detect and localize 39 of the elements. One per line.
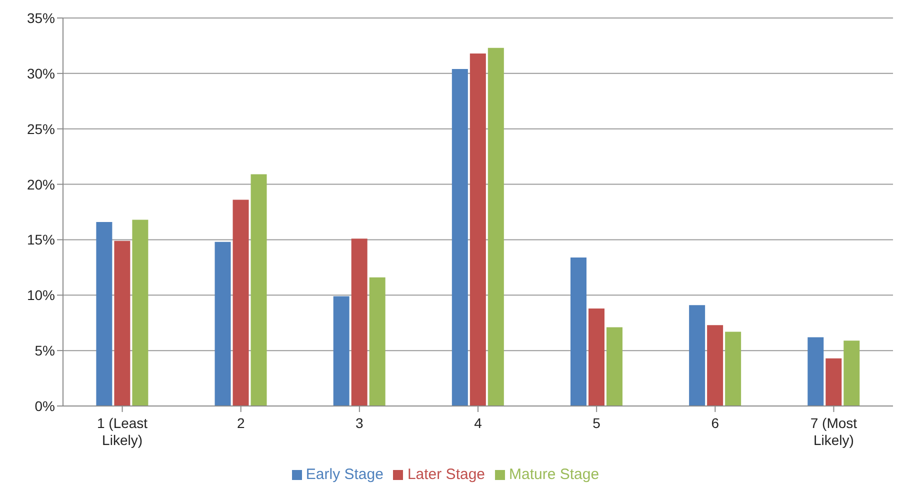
y-tick-label: 5%	[34, 342, 55, 359]
bar	[369, 277, 386, 406]
bar	[333, 296, 350, 406]
bar	[488, 48, 504, 406]
y-tick-label: 10%	[26, 287, 55, 304]
y-tick-label: 25%	[26, 120, 55, 137]
x-tick-label: 5	[592, 415, 601, 431]
bar	[844, 340, 860, 406]
bar	[470, 53, 486, 406]
bar	[232, 200, 249, 406]
bar	[707, 325, 724, 406]
bar	[132, 220, 148, 406]
bar	[725, 332, 742, 406]
legend-label: Early Stage	[306, 466, 384, 483]
bar	[689, 305, 706, 406]
y-tick-label: 15%	[26, 232, 55, 248]
bar	[588, 308, 604, 406]
bar	[570, 257, 586, 406]
x-tick-label: 1 (Least Likely)	[96, 415, 148, 448]
y-tick-label: 35%	[26, 10, 55, 26]
x-tick-label: 4	[474, 415, 482, 431]
bar	[351, 238, 368, 406]
bar	[808, 337, 824, 406]
bar	[214, 242, 231, 406]
x-tick-label: 2	[236, 415, 245, 431]
bar	[452, 68, 468, 406]
y-tick-label: 20%	[26, 176, 55, 192]
bar	[114, 240, 130, 406]
y-tick-label: 0%	[34, 398, 55, 414]
legend-label: Later Stage	[407, 466, 486, 483]
x-tick-label: 7 (Most Likely)	[810, 415, 858, 448]
bar	[250, 174, 267, 406]
y-tick-label: 30%	[26, 65, 55, 82]
x-tick-label: 3	[356, 415, 364, 431]
x-tick-label: 6	[711, 415, 720, 431]
bar	[606, 327, 622, 406]
bar	[96, 222, 112, 406]
bar	[826, 358, 842, 406]
legend-label: Mature Stage	[509, 466, 600, 483]
